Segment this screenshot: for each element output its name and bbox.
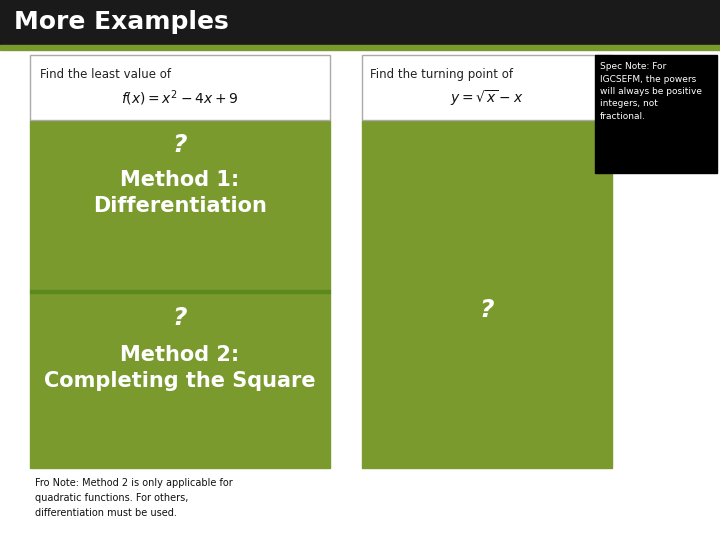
Text: Fro Note: Method 2 is only applicable for: Fro Note: Method 2 is only applicable fo… (35, 478, 233, 488)
Bar (0, 0, 720, 45)
Text: Method 2:: Method 2: (120, 345, 240, 365)
Bar (30, 55, 330, 120)
Bar (362, 55, 612, 120)
Text: ?: ? (173, 133, 187, 157)
Bar (30, 120, 330, 290)
Text: differentiation must be used.: differentiation must be used. (35, 508, 177, 518)
Text: Find the least value of: Find the least value of (40, 68, 171, 81)
Text: Completing the Square: Completing the Square (44, 371, 316, 391)
Text: $y = \sqrt{x} - x$: $y = \sqrt{x} - x$ (450, 88, 523, 108)
Text: ?: ? (173, 306, 187, 330)
Bar (362, 120, 612, 468)
Text: More Examples: More Examples (14, 10, 229, 34)
Text: Method 1:: Method 1: (120, 170, 240, 190)
Bar (30, 290, 330, 293)
Text: Spec Note: For
IGCSEFM, the powers
will always be positive
integers, not
fractio: Spec Note: For IGCSEFM, the powers will … (600, 62, 702, 121)
Bar (0, 45, 720, 50)
Text: $f(x) = x^2 - 4x + 9$: $f(x) = x^2 - 4x + 9$ (121, 88, 239, 108)
Bar (30, 293, 330, 468)
Text: ?: ? (480, 298, 494, 322)
Text: Differentiation: Differentiation (93, 196, 267, 216)
Bar (595, 55, 717, 173)
Text: Find the turning point of: Find the turning point of (370, 68, 513, 81)
Text: quadratic functions. For others,: quadratic functions. For others, (35, 493, 189, 503)
